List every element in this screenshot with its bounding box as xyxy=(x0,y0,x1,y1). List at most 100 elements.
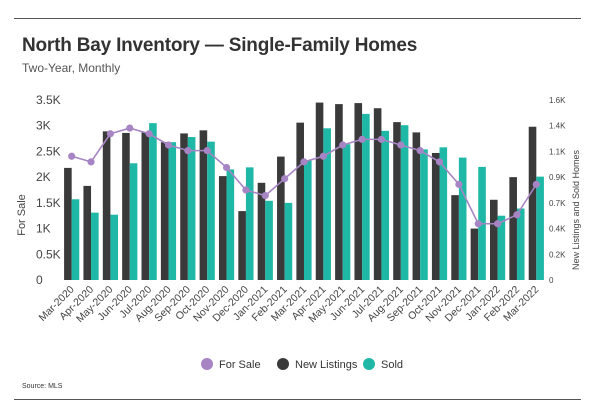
y-tick-label: 1.5K xyxy=(36,196,61,210)
sold-bar xyxy=(304,160,312,280)
legend: For Sale New Listings Sold xyxy=(201,358,403,371)
sold-bar xyxy=(110,214,118,280)
y-tick-label: 1K xyxy=(36,222,51,236)
sold-bar xyxy=(342,144,351,280)
for-sale-point xyxy=(242,186,250,194)
sold-bar xyxy=(91,212,99,280)
new-listings-bar xyxy=(122,132,130,280)
sold-bar xyxy=(420,149,428,280)
sold-bar xyxy=(265,200,273,280)
sold-bar xyxy=(516,208,525,280)
new-listings-bar xyxy=(238,211,246,280)
new-listings-bar xyxy=(451,195,459,280)
for-sale-point xyxy=(397,141,405,149)
legend-label: Sold xyxy=(381,359,403,371)
for-sale-point xyxy=(261,192,269,200)
bar-layer xyxy=(64,102,544,281)
sold-bar xyxy=(187,137,196,280)
new-listings-bar xyxy=(315,102,324,280)
for-sale-point xyxy=(339,141,347,149)
for-sale-point xyxy=(513,211,521,219)
bottom-rule xyxy=(14,399,581,400)
for-sale-point xyxy=(87,158,95,166)
left-axis: 0 0.5K 1K 1.5K 2K 2.5K 3K 3.5K xyxy=(36,93,61,287)
sold-bar xyxy=(497,215,506,280)
top-rule xyxy=(14,18,581,19)
for-sale-point xyxy=(164,141,173,149)
sold-bar xyxy=(381,130,390,280)
new-listings-bar xyxy=(83,185,92,280)
for-sale-point xyxy=(106,130,114,138)
for-sale-point xyxy=(377,135,386,143)
for-sale-point xyxy=(281,175,289,183)
new-listings-bar xyxy=(354,103,363,280)
new-listings-bar xyxy=(412,132,421,280)
y2-axis-label: New Listings and Sold Homes xyxy=(571,149,581,270)
new-listings-bar xyxy=(141,131,150,280)
for-sale-point xyxy=(222,163,231,172)
sold-bar xyxy=(168,142,177,280)
y-tick-label: 0 xyxy=(36,273,43,287)
sold-bar xyxy=(71,199,80,280)
sold-bar xyxy=(245,167,254,280)
y-axis-label: For Sale xyxy=(16,194,28,236)
new-listings-bar xyxy=(373,108,382,280)
new-listings-bar xyxy=(509,177,517,280)
for-sale-point xyxy=(68,152,76,160)
y2-tick-label: 1.1K xyxy=(549,147,566,156)
y2-tick-label: 0.4K xyxy=(549,225,566,234)
y-tick-label: 0.5K xyxy=(36,247,61,261)
sold-bar xyxy=(439,147,448,280)
new-listings-bar xyxy=(180,133,188,280)
sold-bar xyxy=(362,113,370,280)
new-listings-bar xyxy=(393,122,401,280)
legend-label: For Sale xyxy=(219,359,261,371)
chart-subtitle: Two-Year, Monthly xyxy=(22,61,121,75)
for-sale-point xyxy=(203,147,211,155)
line-layer xyxy=(68,124,540,228)
new-listings-bar xyxy=(277,156,285,280)
for-sale-point xyxy=(126,124,134,132)
new-listings-bar xyxy=(199,130,208,280)
y-tick-label: 2.5K xyxy=(36,144,61,158)
right-axis: 0 0.2K 0.4K 0.7K 0.9K 1.1K 1.4K 1.6K xyxy=(549,96,566,285)
new-listings-bar xyxy=(335,104,343,280)
new-listings-bar xyxy=(257,182,266,280)
for-sale-point xyxy=(145,130,153,138)
new-listings-bar xyxy=(218,176,227,280)
sold-bar xyxy=(458,157,467,280)
new-listings-bar xyxy=(470,228,479,280)
sold-bar xyxy=(207,141,215,280)
x-axis: Mar-2020Apr-2020May-2020Jun-2020Jul-2020… xyxy=(37,284,542,326)
y2-tick-label: 0.9K xyxy=(549,173,566,182)
sold-bar xyxy=(284,202,293,280)
new-listings-bar xyxy=(490,199,498,280)
y2-tick-label: 0.2K xyxy=(549,250,566,259)
for-sale-point xyxy=(494,220,502,228)
sold-bar xyxy=(323,128,331,280)
legend-swatch xyxy=(363,358,375,370)
y-tick-label: 3K xyxy=(36,119,51,133)
y2-tick-label: 0.7K xyxy=(549,199,566,208)
legend-label: New Listings xyxy=(295,359,358,371)
y-tick-label: 3.5K xyxy=(36,93,61,107)
new-listings-bar xyxy=(160,142,169,280)
new-listings-bar xyxy=(296,122,304,280)
for-sale-point xyxy=(416,147,424,155)
new-listings-bar xyxy=(102,131,111,280)
for-sale-point xyxy=(319,152,327,160)
sold-bar xyxy=(226,169,235,280)
sold-bar xyxy=(129,163,138,280)
for-sale-point xyxy=(532,180,540,188)
for-sale-point xyxy=(455,180,463,188)
source-note: Source: MLS xyxy=(22,383,63,390)
new-listings-bar xyxy=(528,126,537,281)
for-sale-point xyxy=(300,158,308,166)
y2-tick-label: 0 xyxy=(549,276,554,285)
for-sale-point xyxy=(358,135,366,143)
new-listings-bar xyxy=(431,152,440,280)
for-sale-point xyxy=(435,158,444,166)
y2-tick-label: 1.4K xyxy=(549,122,566,131)
sold-bar xyxy=(149,123,157,280)
